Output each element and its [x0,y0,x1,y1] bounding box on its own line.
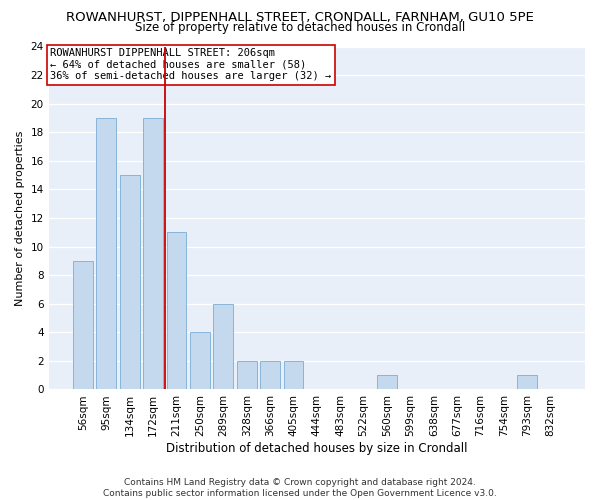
Bar [237,361,257,390]
Text: Size of property relative to detached houses in Crondall: Size of property relative to detached ho… [135,22,465,35]
Bar [190,332,210,390]
Bar [97,118,116,390]
Bar [73,261,93,390]
Bar [120,175,140,390]
Bar [214,304,233,390]
Bar [517,375,537,390]
Bar [167,232,187,390]
Text: Contains HM Land Registry data © Crown copyright and database right 2024.
Contai: Contains HM Land Registry data © Crown c… [103,478,497,498]
Bar [143,118,163,390]
Text: ROWANHURST, DIPPENHALL STREET, CRONDALL, FARNHAM, GU10 5PE: ROWANHURST, DIPPENHALL STREET, CRONDALL,… [66,11,534,24]
Y-axis label: Number of detached properties: Number of detached properties [15,130,25,306]
X-axis label: Distribution of detached houses by size in Crondall: Distribution of detached houses by size … [166,442,467,455]
Text: ROWANHURST DIPPENHALL STREET: 206sqm
← 64% of detached houses are smaller (58)
3: ROWANHURST DIPPENHALL STREET: 206sqm ← 6… [50,48,332,82]
Bar [284,361,304,390]
Bar [260,361,280,390]
Bar [377,375,397,390]
